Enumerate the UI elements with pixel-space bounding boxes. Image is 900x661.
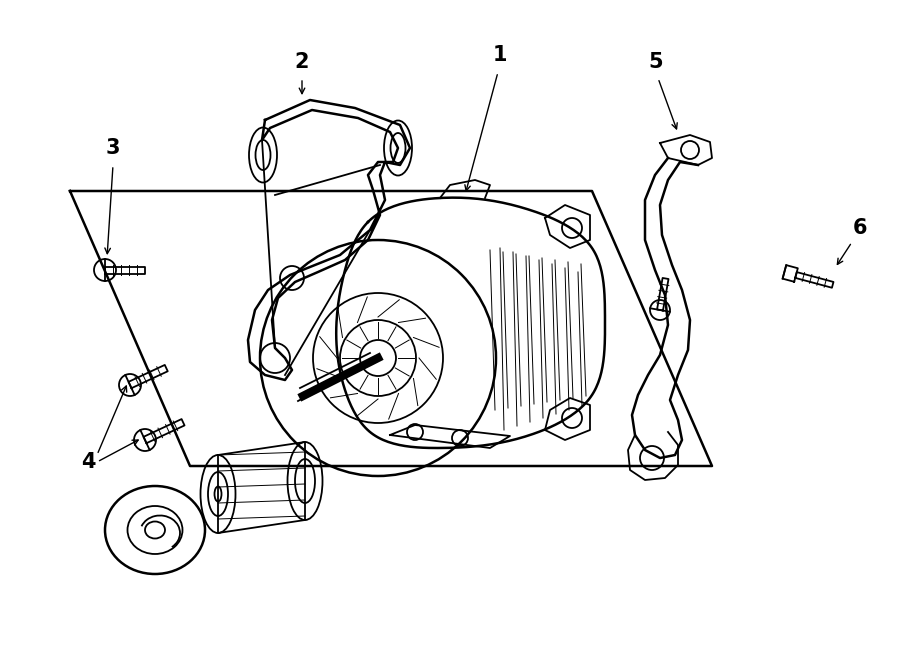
Text: 5: 5 (649, 52, 663, 72)
Text: 3: 3 (106, 138, 121, 158)
Text: 4: 4 (81, 452, 95, 472)
Text: 1: 1 (493, 45, 508, 65)
Text: 2: 2 (295, 52, 310, 72)
Text: 6: 6 (853, 218, 868, 238)
